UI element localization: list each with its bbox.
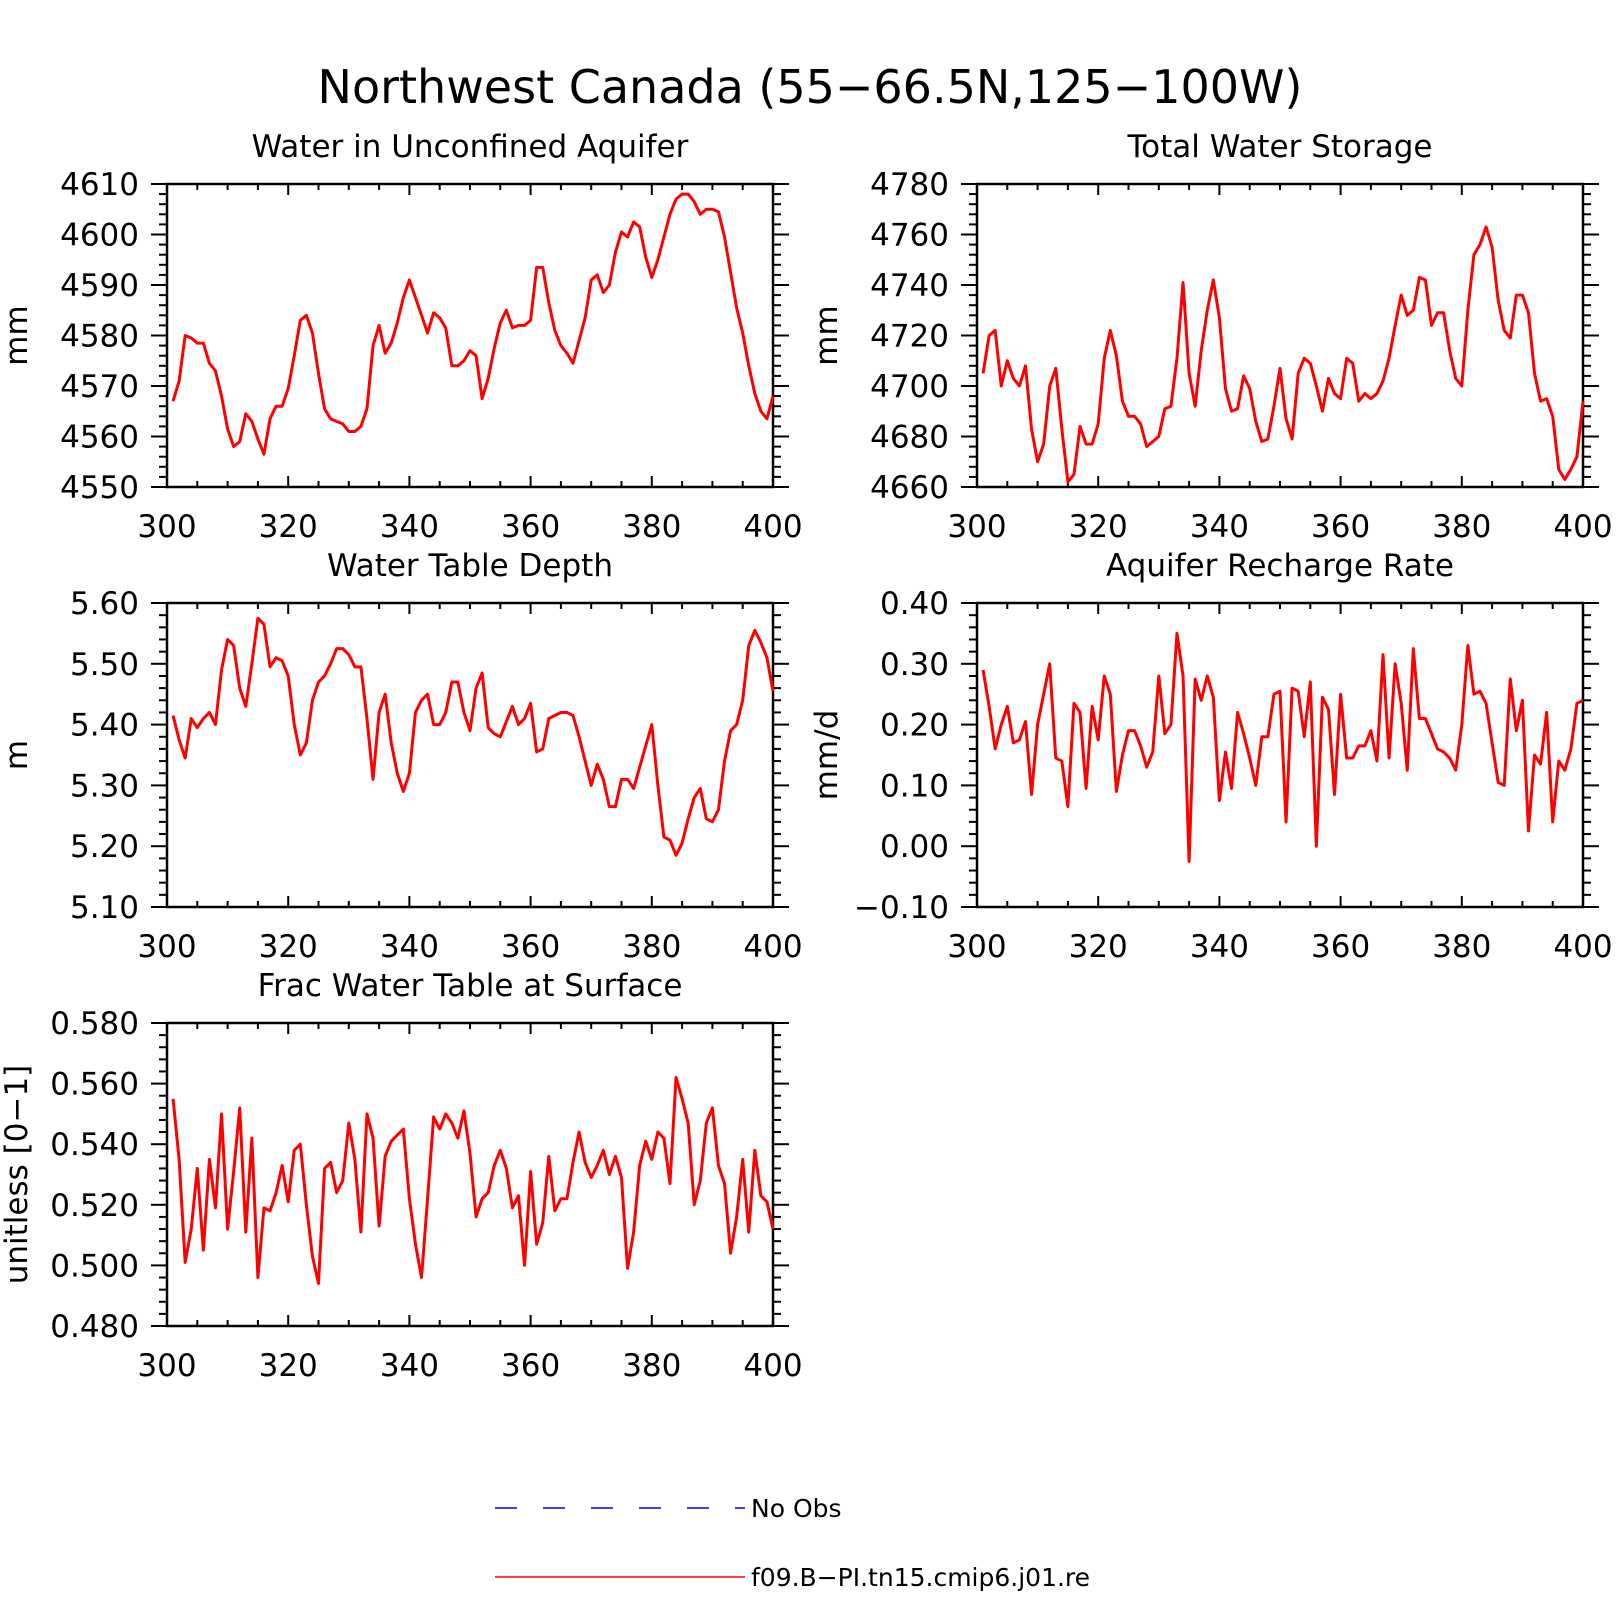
x-tick-label: 380 bbox=[1432, 509, 1491, 545]
y-tick-label: 4760 bbox=[870, 218, 949, 254]
y-tick-label: 4740 bbox=[870, 268, 949, 304]
x-tick-label: 320 bbox=[1069, 509, 1128, 545]
x-tick-label: 360 bbox=[501, 929, 560, 965]
y-tick-label: 4570 bbox=[60, 369, 139, 405]
series-line bbox=[171, 616, 775, 857]
y-tick-label: 0.480 bbox=[50, 1309, 139, 1345]
x-tick-label: 400 bbox=[1553, 929, 1612, 965]
y-tick-label: 5.50 bbox=[70, 647, 139, 683]
x-tick-label: 380 bbox=[1432, 929, 1491, 965]
series-line bbox=[981, 225, 1585, 484]
y-axis-label: mm bbox=[0, 305, 35, 365]
x-tick-label: 320 bbox=[259, 1348, 318, 1384]
x-tick-label: 400 bbox=[743, 929, 802, 965]
series-line bbox=[171, 192, 775, 456]
y-tick-label: 0.540 bbox=[50, 1127, 139, 1163]
y-tick-label: 4610 bbox=[60, 167, 139, 203]
x-tick-label: 320 bbox=[259, 929, 318, 965]
x-tick-label: 360 bbox=[501, 509, 560, 545]
y-tick-label: 0.520 bbox=[50, 1188, 139, 1224]
x-tick-label: 400 bbox=[743, 509, 802, 545]
y-axis-label: m bbox=[0, 740, 35, 770]
y-tick-label: −0.10 bbox=[854, 890, 949, 926]
x-tick-label: 400 bbox=[1553, 509, 1612, 545]
y-tick-label: 4660 bbox=[870, 470, 949, 506]
x-tick-label: 340 bbox=[380, 1348, 439, 1384]
y-tick-label: 0.40 bbox=[880, 586, 949, 622]
x-tick-label: 380 bbox=[622, 1348, 681, 1384]
x-tick-label: 300 bbox=[947, 929, 1006, 965]
y-tick-label: 4580 bbox=[60, 319, 139, 355]
x-tick-label: 320 bbox=[259, 509, 318, 545]
y-tick-label: 4700 bbox=[870, 369, 949, 405]
panel-5: Frac Water Table at Surface 300 320 340 360 3… bbox=[0, 968, 803, 1384]
y-tick-label: 4560 bbox=[60, 420, 139, 456]
y-tick-label: 4590 bbox=[60, 268, 139, 304]
x-tick-label: 300 bbox=[137, 509, 196, 545]
plot-frame bbox=[975, 601, 1585, 909]
y-tick-label: 5.20 bbox=[70, 829, 139, 865]
x-tick-label: 360 bbox=[1311, 509, 1370, 545]
x-tick-label: 300 bbox=[137, 929, 196, 965]
y-tick-label: 0.30 bbox=[880, 647, 949, 683]
y-tick-label: 0.10 bbox=[880, 768, 949, 804]
y-tick-label: 0.500 bbox=[50, 1248, 139, 1284]
y-tick-label: 5.40 bbox=[70, 708, 139, 744]
x-tick-label: 340 bbox=[380, 929, 439, 965]
x-tick-label: 360 bbox=[1311, 929, 1370, 965]
y-axis-label: mm bbox=[809, 305, 845, 365]
x-tick-label: 320 bbox=[1069, 929, 1128, 965]
legend-label-model: f09.B−PI.tn15.cmip6.j01.re bbox=[751, 1563, 1090, 1592]
y-tick-label: 5.60 bbox=[70, 586, 139, 622]
y-tick-label: 5.30 bbox=[70, 768, 139, 804]
panel-1: Water in Unconfined Aquifer 300 320 340 360 3… bbox=[0, 129, 803, 545]
x-tick-label: 400 bbox=[743, 1348, 802, 1384]
plot-frame bbox=[165, 601, 775, 909]
panel-title: Water in Unconfined Aquifer bbox=[252, 129, 689, 165]
panels: Water in Unconfined Aquifer 300 320 340 360 3… bbox=[0, 129, 1613, 1384]
y-tick-label: 4550 bbox=[60, 470, 139, 506]
y-tick-label: 4680 bbox=[870, 420, 949, 456]
y-tick-label: 5.10 bbox=[70, 890, 139, 926]
y-axis-label: mm/d bbox=[809, 710, 845, 801]
x-tick-label: 380 bbox=[622, 929, 681, 965]
x-tick-label: 340 bbox=[1190, 509, 1249, 545]
x-tick-label: 340 bbox=[380, 509, 439, 545]
figure-title: Northwest Canada (55−66.5N,125−100W) bbox=[318, 60, 1303, 114]
x-tick-label: 360 bbox=[501, 1348, 560, 1384]
legend-label-no-obs: No Obs bbox=[751, 1494, 842, 1523]
plot-frame bbox=[165, 1021, 775, 1328]
y-tick-label: 0.560 bbox=[50, 1067, 139, 1103]
panel-2: Total Water Storage 300 320 340 360 380 400 466… bbox=[809, 129, 1613, 545]
x-tick-label: 300 bbox=[947, 509, 1006, 545]
y-tick-label: 0.00 bbox=[880, 829, 949, 865]
x-tick-label: 300 bbox=[137, 1348, 196, 1384]
panel-title: Water Table Depth bbox=[327, 548, 613, 584]
series-line bbox=[981, 631, 1584, 863]
y-tick-label: 4600 bbox=[60, 218, 139, 254]
panel-3: Water Table Depth 300 320 340 360 380 400 5.10 5… bbox=[0, 548, 803, 965]
y-axis-label: unitless [0−1] bbox=[0, 1065, 35, 1285]
y-tick-label: 4720 bbox=[870, 319, 949, 355]
legend: No Obs f09.B−PI.tn15.cmip6.j01.re bbox=[495, 1494, 1090, 1592]
y-tick-label: 4780 bbox=[870, 167, 949, 203]
panel-title: Frac Water Table at Surface bbox=[258, 968, 683, 1004]
panel-title: Aquifer Recharge Rate bbox=[1106, 548, 1454, 584]
panel-4: Aquifer Recharge Rate 300 320 340 360 380 400 −… bbox=[809, 548, 1613, 965]
panel-title: Total Water Storage bbox=[1126, 129, 1432, 165]
x-tick-label: 380 bbox=[622, 509, 681, 545]
x-tick-label: 340 bbox=[1190, 929, 1249, 965]
series-line bbox=[171, 1076, 775, 1286]
y-tick-label: 0.580 bbox=[50, 1006, 139, 1042]
plot-frame bbox=[975, 182, 1585, 489]
y-tick-label: 0.20 bbox=[880, 708, 949, 744]
